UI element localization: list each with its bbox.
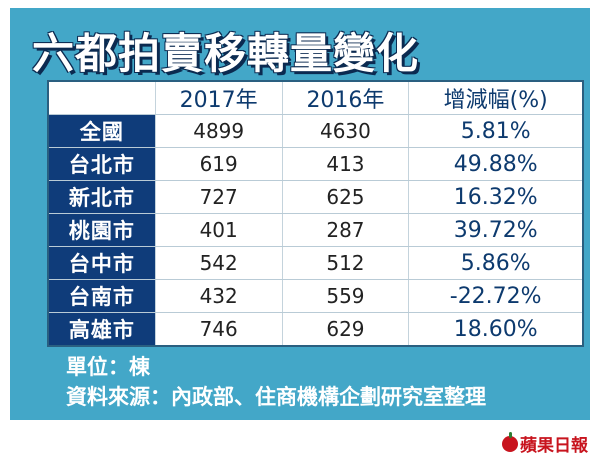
value-2017: 619	[154, 148, 282, 180]
value-2017: 727	[154, 181, 282, 213]
value-change: -22.72%	[408, 280, 582, 312]
value-2016: 625	[281, 181, 409, 213]
header-2016: 2016年	[281, 82, 409, 114]
city-label: 高雄市	[49, 313, 155, 345]
table-row: 全國 4899 4630 5.81%	[49, 114, 582, 147]
infographic-title: 六都拍賣移轉量變化	[32, 29, 420, 78]
value-change: 18.60%	[408, 313, 582, 345]
table-row: 新北市 727 625 16.32%	[49, 180, 582, 213]
table-row: 台北市 619 413 49.88%	[49, 147, 582, 180]
source-note: 資料來源：內政部、住商機構企劃研究室整理	[66, 385, 486, 409]
table-header-row: 2017年 2016年 增減幅(%)	[49, 82, 582, 114]
city-label: 台北市	[49, 148, 155, 180]
city-label: 全國	[49, 115, 155, 147]
footnotes: 單位：棟 資料來源：內政部、住商機構企劃研究室整理	[66, 352, 486, 412]
value-2017: 542	[154, 247, 282, 279]
value-change: 5.86%	[408, 247, 582, 279]
header-change: 增減幅(%)	[408, 82, 582, 114]
header-blank	[49, 82, 155, 114]
header-2017: 2017年	[154, 82, 282, 114]
table-row: 台中市 542 512 5.86%	[49, 246, 582, 279]
value-2017: 4899	[154, 115, 282, 147]
publisher-logo: 蘋果日報	[502, 431, 588, 456]
apple-icon	[502, 431, 518, 452]
city-label: 台南市	[49, 280, 155, 312]
value-2017: 432	[154, 280, 282, 312]
unit-note: 單位：棟	[66, 355, 150, 379]
value-2016: 559	[281, 280, 409, 312]
value-2016: 629	[281, 313, 409, 345]
data-table: 2017年 2016年 增減幅(%) 全國 4899 4630 5.81% 台北…	[47, 80, 584, 347]
city-label: 台中市	[49, 247, 155, 279]
value-change: 49.88%	[408, 148, 582, 180]
value-2017: 746	[154, 313, 282, 345]
value-change: 16.32%	[408, 181, 582, 213]
infographic-panel: 六都拍賣移轉量變化 2017年 2016年 增減幅(%) 全國 4899 463…	[10, 8, 590, 420]
city-label: 桃園市	[49, 214, 155, 246]
publisher-name: 蘋果日報	[520, 436, 588, 456]
value-2016: 512	[281, 247, 409, 279]
value-change: 5.81%	[408, 115, 582, 147]
table-row: 台南市 432 559 -22.72%	[49, 279, 582, 312]
value-2017: 401	[154, 214, 282, 246]
value-2016: 413	[281, 148, 409, 180]
table-row: 桃園市 401 287 39.72%	[49, 213, 582, 246]
value-change: 39.72%	[408, 214, 582, 246]
table-row: 高雄市 746 629 18.60%	[49, 312, 582, 345]
city-label: 新北市	[49, 181, 155, 213]
value-2016: 287	[281, 214, 409, 246]
value-2016: 4630	[281, 115, 409, 147]
